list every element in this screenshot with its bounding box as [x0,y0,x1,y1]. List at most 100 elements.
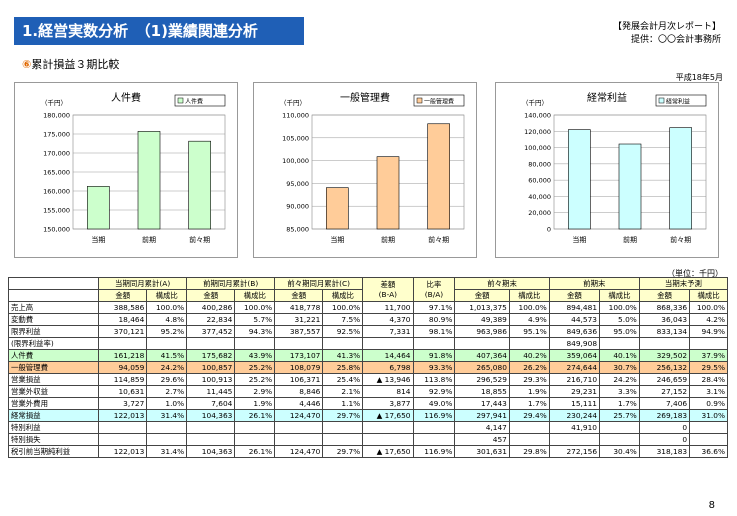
table-row: 人件費 161,218 41.5% 175,682 43.9% 173,107 41.3% 1… [7,349,728,362]
table-cell: 93.3% [412,361,456,374]
table-cell: 18,855 [454,385,510,398]
table-cell: ▲ 17,650 [362,409,414,422]
table-cell [322,421,364,434]
chart-y-unit: （千円） [280,98,306,107]
chart-admin-cost: 一般管理費 （千円） 一般管理費 85,000 90,000 95,000 100,000 1… [253,82,477,258]
section-title: 累計損益３期比較 [31,58,120,71]
table-cell: 230,244 [548,409,601,422]
table-cell [599,421,640,434]
table-cell: 256,132 [638,361,691,374]
chart-y-unit: （千円） [41,98,67,107]
table-cell: 173,107 [274,349,324,362]
table-cell: 1.9% [508,385,550,398]
table-cell: 26.1% [234,445,276,458]
x-tick-label: 前々期 [189,235,210,244]
table-cell [98,337,148,350]
table-cell: 94.3% [234,325,276,338]
table-cell: 113.8% [412,373,456,386]
table-group-header: 比率 (B/A) [412,277,456,302]
table-cell: 29.6% [146,373,188,386]
table-cell: 457 [454,433,510,446]
table-cell [274,337,324,350]
legend-box [174,94,226,107]
bar [618,143,642,230]
table-cell: 37.9% [689,349,728,362]
table-cell: 175,682 [186,349,236,362]
x-tick-label: 前々期 [428,235,449,244]
table-cell: 26.1% [234,409,276,422]
row-label: 売上高 [7,301,100,314]
table-sub-header: 構成比 [322,289,364,302]
table-cell: 272,156 [548,445,601,458]
x-tick-label: 当期 [330,235,344,244]
table-group-header: 当期同月累計(A) [98,277,188,290]
table-cell: 274,644 [548,361,601,374]
table-corner-cell [7,289,100,302]
table-cell: 30.7% [599,361,640,374]
table-cell: 49,389 [454,313,510,326]
table-cell: 94.9% [689,325,728,338]
table-cell: 95.2% [146,325,188,338]
table-corner-cell [7,277,100,290]
table-cell: 116.9% [412,409,456,422]
page-title: 1.経営実数分析 （1)業績関連分析 [14,17,304,45]
table-cell: 0 [638,433,691,446]
table-cell: 22,834 [186,313,236,326]
table-row: 売上高 388,586 100.0% 400,286 100.0% 418,778 100.… [7,301,728,314]
table-cell: 216,710 [548,373,601,386]
table-cell: 1.7% [599,397,640,410]
y-tick-label: 95,000 [286,180,309,188]
table-cell: 97.1% [412,301,456,314]
table-cell: 1,013,375 [454,301,510,314]
row-label: 特別利益 [7,421,100,434]
table-cell [274,421,324,434]
table-cell: 4,446 [274,397,324,410]
row-label: 営業損益 [7,373,100,386]
table-cell: 8,846 [274,385,324,398]
table-cell: 359,064 [548,349,601,362]
row-label: 変動費 [7,313,100,326]
table-cell: 122,013 [98,445,148,458]
table-cell: 43.9% [234,349,276,362]
table-cell: 1.9% [234,397,276,410]
table-cell: 4,147 [454,421,510,434]
table-cell: 100.0% [599,301,640,314]
table-cell: 400,286 [186,301,236,314]
row-label: 経常損益 [7,409,100,422]
report-date: 平成18年5月 [675,73,723,82]
row-label: 営業外費用 [7,397,100,410]
table-cell: 25.2% [234,373,276,386]
table-cell: 11,700 [362,301,414,314]
table-cell: 18,464 [98,313,148,326]
table-cell: ▲ 13,946 [362,373,414,386]
table-cell: 7,604 [186,397,236,410]
table-cell [689,433,728,446]
table-cell: 36,043 [638,313,691,326]
table-group-header: 前々期末 [454,277,550,290]
table-cell [599,433,640,446]
table-sub-header: 金額 [186,289,236,302]
table-cell: 7,331 [362,325,414,338]
table-cell [508,337,550,350]
table-cell: 1.7% [508,397,550,410]
table-cell: 92.9% [412,385,456,398]
table-cell: 124,470 [274,409,324,422]
table-cell: 36.6% [689,445,728,458]
table-cell [412,421,456,434]
x-tick-label: 前期 [142,235,156,244]
table-cell: 116.9% [412,445,456,458]
row-label: (限界利益率) [7,337,100,350]
table-cell: 108,079 [274,361,324,374]
table-cell: 25.7% [599,409,640,422]
y-tick-label: 165,000 [43,169,70,177]
table-cell: 31.0% [689,409,728,422]
table-cell: 3,727 [98,397,148,410]
chart-ordinary-profit: 経常利益 （千円） 経常利益 0 20,000 40,000 60,000 80,000 100… [495,82,719,258]
y-tick-label: 175,000 [43,131,70,139]
table-cell: 100.0% [322,301,364,314]
table-cell: 388,586 [98,301,148,314]
table-cell: 14,464 [362,349,414,362]
table-cell [274,433,324,446]
table-row: 特別利益 4,147 41,910 0 [7,421,728,434]
table-cell [98,433,148,446]
